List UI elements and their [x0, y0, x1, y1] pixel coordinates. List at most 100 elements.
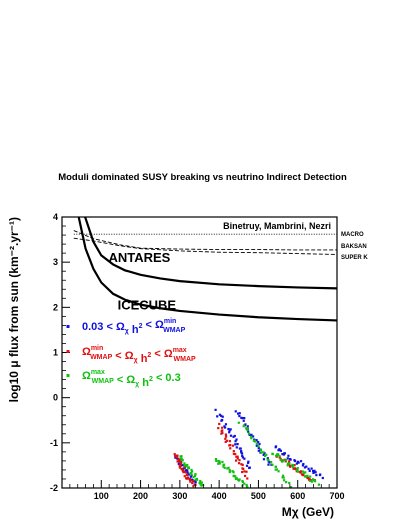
data-point — [236, 455, 239, 458]
data-point — [194, 478, 197, 481]
legend-entry: Ωmax WMAP < Ωχ h2 < 0.3 — [82, 369, 181, 389]
data-point — [257, 446, 260, 450]
data-point — [286, 464, 289, 467]
data-point — [301, 470, 305, 473]
data-point — [192, 475, 195, 479]
experiment-label: ICECUBE — [118, 298, 177, 313]
data-point — [240, 449, 243, 453]
data-point — [242, 425, 245, 428]
data-point — [302, 462, 305, 466]
data-point — [234, 410, 237, 413]
data-point — [277, 470, 280, 473]
data-point — [279, 449, 283, 452]
data-point — [297, 470, 300, 473]
y-tick-label: 0 — [53, 393, 58, 403]
data-point — [240, 463, 243, 466]
data-point — [247, 430, 250, 433]
data-point — [259, 448, 263, 452]
data-point — [227, 466, 230, 469]
data-point — [283, 452, 287, 455]
data-point — [293, 459, 297, 463]
data-point — [238, 459, 241, 462]
data-point — [225, 435, 228, 438]
data-point — [237, 421, 240, 424]
data-point — [183, 475, 186, 478]
data-point — [221, 460, 224, 464]
data-point — [179, 460, 182, 463]
data-point — [186, 476, 190, 479]
data-point — [234, 453, 237, 456]
data-point — [189, 475, 192, 478]
data-point — [178, 459, 181, 462]
data-point — [311, 478, 315, 481]
data-point — [236, 442, 239, 446]
data-point — [224, 437, 227, 440]
data-point — [224, 423, 228, 426]
data-point — [255, 439, 258, 442]
data-point — [238, 447, 241, 450]
data-point — [198, 482, 201, 485]
data-point — [218, 422, 221, 426]
data-point — [243, 482, 246, 485]
data-point — [243, 474, 247, 478]
data-point — [246, 427, 249, 430]
data-point — [190, 468, 193, 472]
data-point — [302, 471, 305, 474]
series-points — [173, 408, 324, 488]
x-tick-label: 700 — [329, 491, 344, 501]
y-tick-label: 3 — [53, 257, 58, 267]
y-axis-title: log10 μ flux from sun (km⁻².yr⁻¹) — [7, 217, 21, 402]
data-point — [288, 481, 291, 485]
data-point — [285, 459, 288, 462]
data-point — [186, 471, 189, 474]
data-point — [228, 431, 231, 434]
data-point — [175, 456, 178, 459]
data-point — [234, 459, 238, 462]
data-point — [317, 483, 321, 486]
data-point — [287, 454, 290, 457]
data-point — [308, 469, 311, 472]
data-point — [282, 453, 285, 456]
data-point — [183, 462, 186, 465]
data-point — [228, 440, 231, 443]
data-point — [189, 479, 192, 482]
data-point — [247, 461, 250, 464]
data-point — [229, 434, 233, 437]
data-point — [303, 466, 307, 469]
data-point — [191, 481, 194, 485]
data-point — [276, 453, 279, 457]
data-point — [235, 438, 238, 441]
data-point — [199, 479, 202, 483]
data-point — [238, 412, 241, 415]
data-point — [293, 464, 296, 467]
data-point — [222, 463, 226, 466]
data-point — [232, 435, 235, 438]
data-point — [250, 435, 253, 438]
data-point — [200, 484, 203, 487]
legend: 0.03 < Ωχ h2 < Ωmin WMAP Ωmin WMAP < Ωχ h2 … — [66, 318, 196, 389]
data-point — [217, 427, 220, 430]
data-point — [195, 477, 199, 481]
data-point — [180, 467, 183, 471]
data-point — [279, 458, 282, 461]
experiment-label: SUPER K — [341, 255, 368, 261]
data-point — [313, 480, 317, 483]
data-point — [262, 458, 266, 461]
data-point — [199, 483, 202, 486]
data-point — [299, 460, 303, 463]
data-point — [234, 440, 237, 443]
data-point — [180, 462, 183, 465]
data-point — [185, 464, 188, 467]
data-point — [192, 485, 195, 488]
data-point — [177, 458, 180, 461]
data-point — [257, 445, 260, 448]
data-point — [293, 467, 296, 470]
data-point — [288, 465, 292, 468]
data-point — [281, 460, 284, 463]
data-point — [309, 475, 312, 478]
data-point — [183, 466, 186, 469]
data-point — [241, 463, 244, 466]
data-point — [240, 452, 244, 455]
data-point — [268, 461, 271, 464]
data-point — [179, 464, 182, 468]
